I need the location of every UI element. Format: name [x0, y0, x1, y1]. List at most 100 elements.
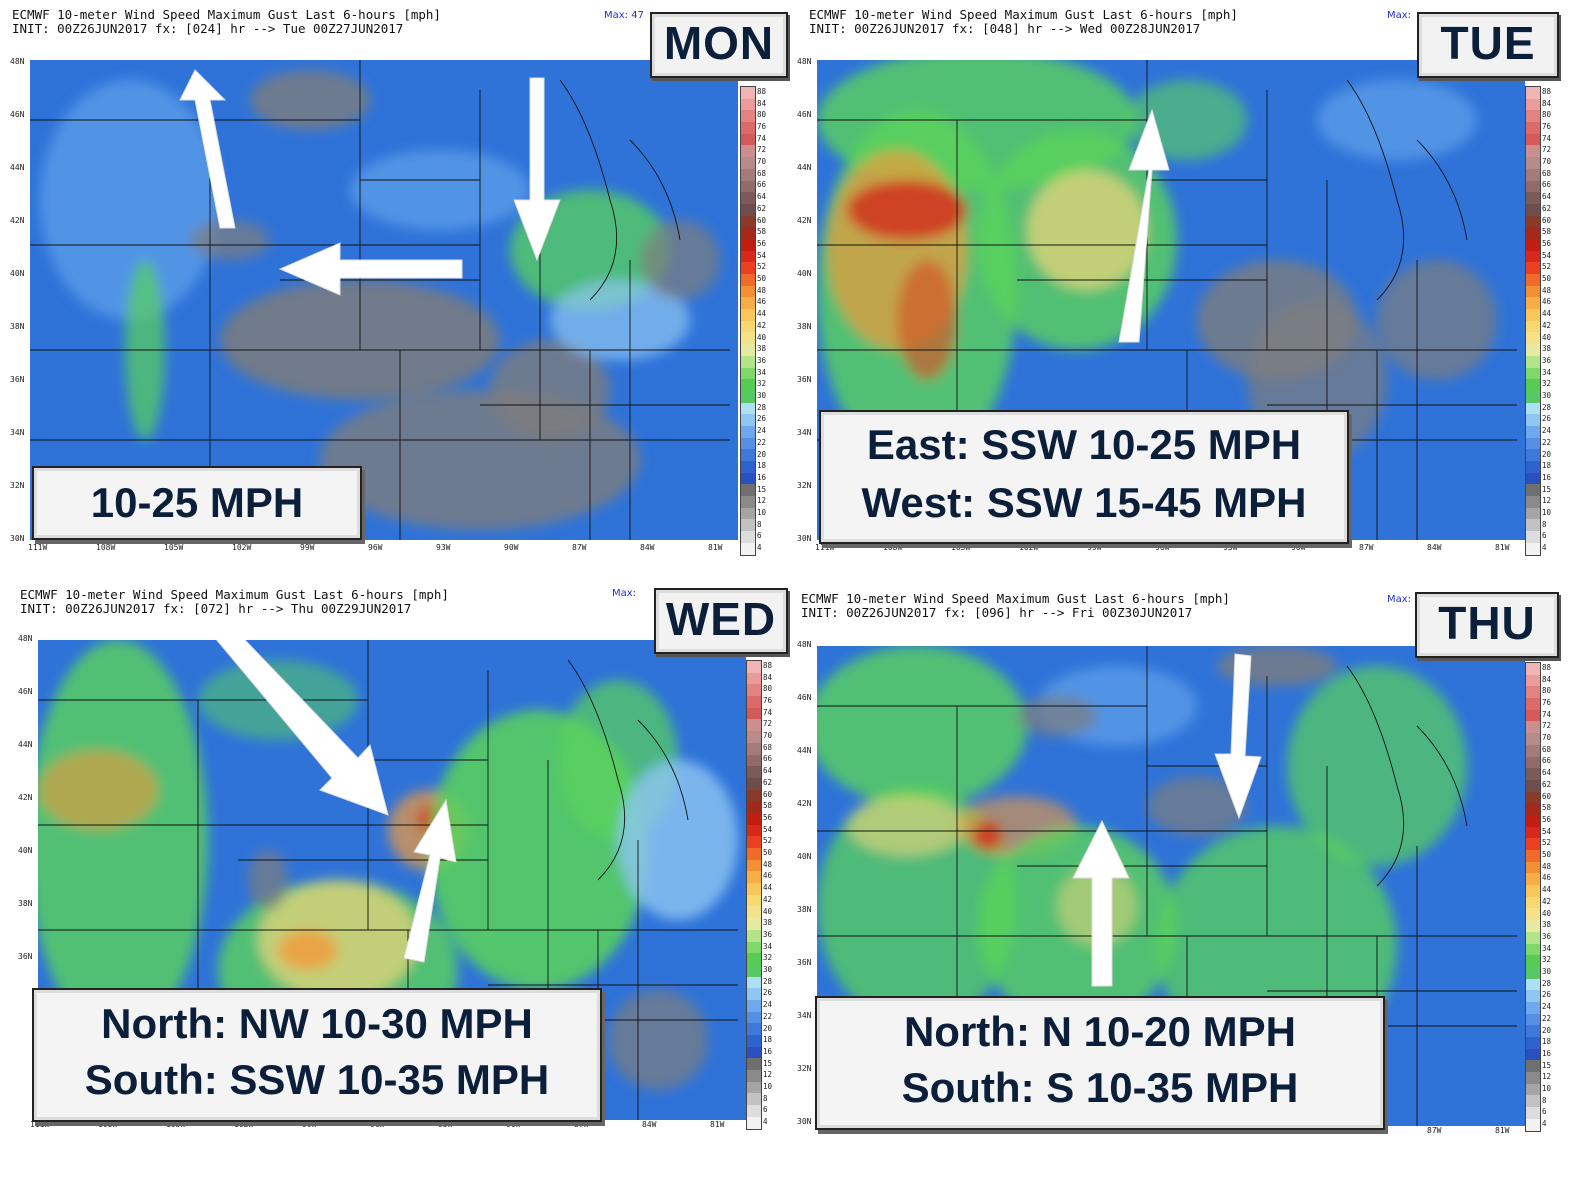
lon-label: 87W — [574, 1120, 589, 1129]
lon-label: 81W — [708, 543, 723, 552]
colorbar-label: 62 — [1542, 779, 1552, 789]
colorbar-label: 26 — [1542, 414, 1552, 424]
colorbar-label: 18 — [763, 1035, 773, 1045]
lon-label: 99W — [300, 543, 315, 552]
lon-label: 90W — [1291, 543, 1306, 552]
colorbar-label: 18 — [1542, 1037, 1552, 1047]
lon-label: 111W — [28, 543, 48, 552]
colorbar-segment — [1526, 496, 1540, 508]
colorbar-segment — [1526, 920, 1540, 932]
colorbar-segment — [1526, 663, 1540, 675]
colorbar-label: 32 — [763, 953, 773, 963]
colorbar-label: 28 — [763, 976, 773, 986]
colorbar-segment — [747, 906, 761, 919]
colorbar-label: 22 — [757, 437, 767, 447]
colorbar-segment — [741, 344, 755, 356]
colorbar-label: 88 — [757, 86, 767, 96]
colorbar-label: 84 — [757, 98, 767, 108]
colorbar-label: 74 — [1542, 709, 1552, 719]
colorbar-label: 22 — [1542, 437, 1552, 447]
colorbar-segment — [747, 999, 761, 1012]
colorbar-label: 48 — [1542, 861, 1552, 871]
day-label: MON — [650, 12, 788, 78]
colorbar-segment — [1526, 779, 1540, 792]
colorbar-segment — [1526, 744, 1540, 757]
colorbar-segment — [741, 192, 755, 204]
colorbar-segment — [741, 542, 755, 555]
colorbar-label: 16 — [1542, 472, 1552, 482]
colorbar-label: 60 — [763, 789, 773, 799]
colorbar-segment — [747, 953, 761, 965]
colorbar-segment — [1526, 297, 1540, 310]
colorbar-label: 68 — [1542, 168, 1552, 178]
colorbar-label: 30 — [757, 391, 767, 401]
colorbar-segment — [1526, 145, 1540, 158]
colorbar-segment — [1526, 367, 1540, 380]
colorbar-segment — [747, 988, 761, 1000]
colorbar-segment — [1526, 542, 1540, 555]
colorbar-segment — [1526, 768, 1540, 780]
colorbar-label: 36 — [1542, 355, 1552, 365]
colorbar-segment — [1526, 379, 1540, 391]
lat-label: 34N — [797, 428, 812, 437]
lat-label: 36N — [10, 375, 25, 384]
colorbar-segment — [1526, 1107, 1540, 1119]
colorbar-label: 10 — [763, 1082, 773, 1092]
colorbar-label: 20 — [757, 449, 767, 459]
colorbar-label: 44 — [763, 883, 773, 893]
colorbar-label: 34 — [757, 367, 767, 377]
colorbar-label: 50 — [763, 848, 773, 858]
colorbar-label: 84 — [763, 672, 773, 682]
wind-summary-line: South: SSW 10-35 MPH — [84, 1056, 550, 1103]
colorbar-label: 20 — [1542, 449, 1552, 459]
lat-label: 46N — [18, 687, 33, 696]
colorbar-segment — [747, 964, 761, 977]
lon-label: 81W — [1495, 543, 1510, 552]
colorbar-segment — [741, 367, 755, 380]
lon-label: 108W — [883, 543, 903, 552]
colorbar — [1525, 86, 1541, 556]
colorbar-segment — [741, 320, 755, 333]
lon-label: 99W — [302, 1120, 317, 1129]
wind-summary-line: West: SSW 15-45 MPH — [861, 479, 1307, 526]
lon-label: 84W — [1427, 543, 1442, 552]
colorbar-label: 28 — [757, 402, 767, 412]
colorbar-segment — [747, 742, 761, 755]
colorbar-label: 60 — [1542, 791, 1552, 801]
lon-label: 93W — [438, 1120, 453, 1129]
colorbar-label: 12 — [1542, 496, 1552, 506]
colorbar-label: 56 — [757, 238, 767, 248]
colorbar-segment — [1526, 756, 1540, 769]
colorbar-label: 24 — [757, 426, 767, 436]
colorbar-segment — [741, 203, 755, 216]
colorbar-segment — [1526, 698, 1540, 710]
colorbar-segment — [741, 461, 755, 473]
colorbar-segment — [747, 824, 761, 837]
lat-label: 36N — [797, 958, 812, 967]
colorbar-label: 76 — [1542, 121, 1552, 131]
colorbar-segment — [741, 168, 755, 181]
colorbar-segment — [1526, 425, 1540, 438]
colorbar-label: 42 — [757, 320, 767, 330]
panel-mon: ECMWF 10-meter Wind Speed Maximum Gust L… — [0, 0, 797, 596]
colorbar-label: 10 — [1542, 508, 1552, 518]
colorbar-label: 48 — [763, 859, 773, 869]
colorbar-segment — [741, 309, 755, 321]
colorbar-segment — [1526, 850, 1540, 862]
lon-label: 108W — [96, 543, 116, 552]
lat-label: 36N — [18, 952, 33, 961]
lat-label: 42N — [797, 216, 812, 225]
lat-label: 34N — [797, 1011, 812, 1020]
lat-label: 32N — [10, 481, 25, 490]
colorbar-label: 50 — [757, 274, 767, 284]
colorbar-segment — [741, 531, 755, 543]
colorbar-segment — [747, 672, 761, 685]
lon-label: 81W — [1495, 1126, 1510, 1135]
colorbar-label: 74 — [757, 133, 767, 143]
colorbar-segment — [747, 684, 761, 697]
colorbar-label: 88 — [763, 660, 773, 670]
lon-label: 111W — [30, 1120, 50, 1129]
colorbar-segment — [741, 285, 755, 298]
colorbar-segment — [747, 848, 761, 860]
colorbar-segment — [741, 87, 755, 99]
